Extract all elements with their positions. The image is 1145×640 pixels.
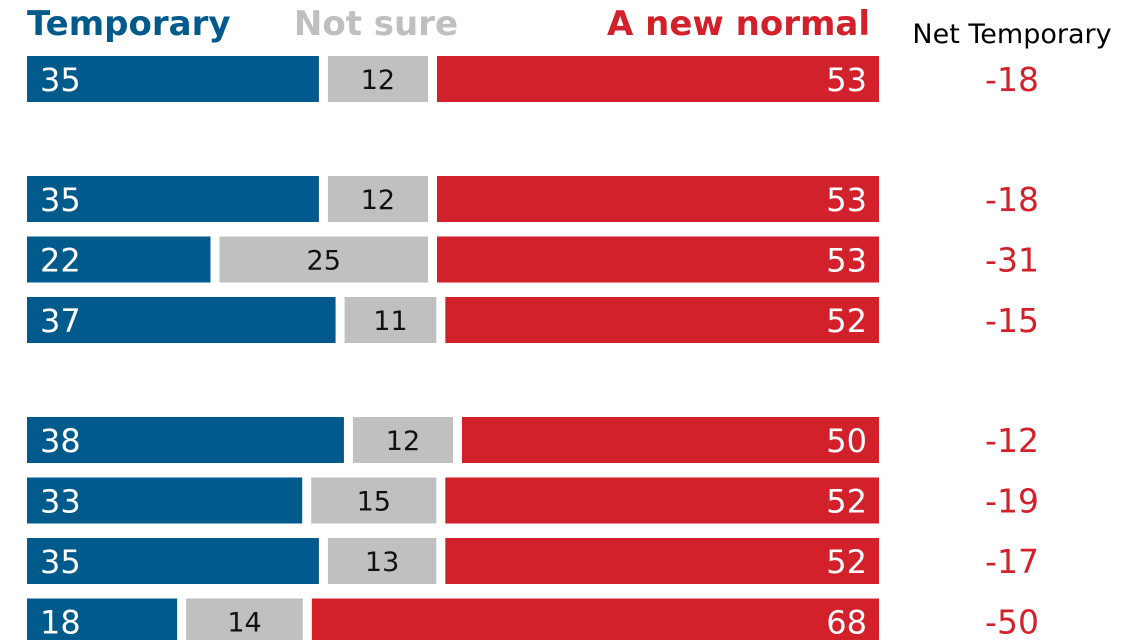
net-temporary-header: Net Temporary [912, 19, 1111, 50]
bar-row: 35 12 53 -18 [27, 176, 1039, 222]
bar-not-sure-label: 13 [365, 547, 399, 578]
net-temporary-value: -18 [985, 60, 1039, 99]
bar-new-normal-label: 53 [826, 242, 867, 280]
bar-new-normal-label: 53 [826, 61, 867, 99]
bar-not-sure-label: 25 [307, 246, 341, 277]
bar-row: 22 25 53 -31 [27, 236, 1039, 283]
bar-new-normal [436, 176, 879, 222]
bar-new-normal [311, 598, 879, 640]
bar-new-normal-label: 52 [826, 543, 867, 581]
bar-not-sure-label: 12 [361, 65, 395, 96]
legend-new-normal: A new normal [607, 4, 870, 44]
net-temporary-value: -12 [985, 421, 1039, 460]
bar-new-normal-label: 52 [826, 483, 867, 521]
bar-new-normal [445, 538, 879, 584]
bar-new-normal-label: 50 [826, 422, 867, 460]
bar-not-sure-label: 12 [386, 426, 420, 457]
bar-temporary-label: 18 [40, 604, 81, 640]
bar-row: 33 15 52 -19 [27, 477, 1039, 524]
bar-not-sure [352, 417, 453, 463]
bar-temporary-label: 33 [40, 483, 81, 521]
bar-new-normal-label: 68 [826, 604, 867, 640]
bar-new-normal-label: 53 [826, 181, 867, 219]
legend-temporary: Temporary [27, 4, 231, 44]
bar-temporary [27, 598, 178, 640]
bar-new-normal [462, 417, 879, 463]
bar-group: 35 12 53 -18 [27, 56, 1039, 102]
bar-temporary-label: 35 [40, 181, 81, 219]
bar-not-sure [219, 236, 428, 283]
bar-not-sure-label: 15 [357, 487, 391, 518]
bar-row: 38 12 50 -12 [27, 417, 1039, 463]
net-temporary-value: -50 [985, 603, 1039, 640]
bar-group: 38 12 50 -12 33 15 52 -19 35 13 52 -17 18 14 68 -50 [27, 417, 1039, 640]
bar-not-sure [311, 477, 437, 524]
legend: Temporary Not sure A new normal Net Temp… [27, 4, 1112, 50]
bar-not-sure-label: 11 [373, 306, 407, 337]
bar-temporary [27, 236, 211, 283]
bar-temporary-label: 37 [40, 302, 81, 340]
bar-temporary [27, 56, 319, 102]
bar-temporary [27, 417, 344, 463]
bar-row: 18 14 68 -50 [27, 598, 1039, 640]
bar-temporary-label: 35 [40, 61, 81, 99]
bar-not-sure [327, 56, 428, 102]
bar-temporary [27, 176, 319, 222]
net-temporary-value: -15 [985, 301, 1039, 340]
bar-new-normal-label: 52 [826, 302, 867, 340]
bar-not-sure [327, 538, 437, 584]
bar-new-normal [436, 236, 879, 283]
bar-not-sure [327, 176, 428, 222]
net-temporary-value: -31 [985, 241, 1039, 280]
net-temporary-value: -19 [985, 482, 1039, 521]
legend-not-sure: Not sure [294, 4, 458, 44]
bar-row: 35 12 53 -18 [27, 56, 1039, 102]
bar-rows: 35 12 53 -18 35 12 53 -18 22 25 53 -31 37 11 52 -15 38 12… [27, 56, 1039, 640]
bar-new-normal [445, 297, 879, 343]
bar-new-normal [436, 56, 879, 102]
bar-row: 35 13 52 -17 [27, 538, 1039, 584]
net-temporary-value: -17 [985, 542, 1039, 581]
bar-temporary-label: 22 [40, 242, 81, 280]
bar-temporary-label: 35 [40, 543, 81, 581]
bar-group: 35 12 53 -18 22 25 53 -31 37 11 52 -15 [27, 176, 1039, 343]
bar-not-sure-label: 12 [361, 185, 395, 216]
bar-temporary-label: 38 [40, 422, 81, 460]
bar-temporary [27, 538, 319, 584]
bar-not-sure-label: 14 [227, 608, 261, 639]
bar-not-sure [186, 598, 303, 640]
bar-not-sure [344, 297, 437, 343]
net-temporary-value: -18 [985, 180, 1039, 219]
bar-row: 37 11 52 -15 [27, 297, 1039, 343]
bar-temporary [27, 477, 303, 524]
bar-temporary [27, 297, 336, 343]
bar-new-normal [445, 477, 879, 524]
